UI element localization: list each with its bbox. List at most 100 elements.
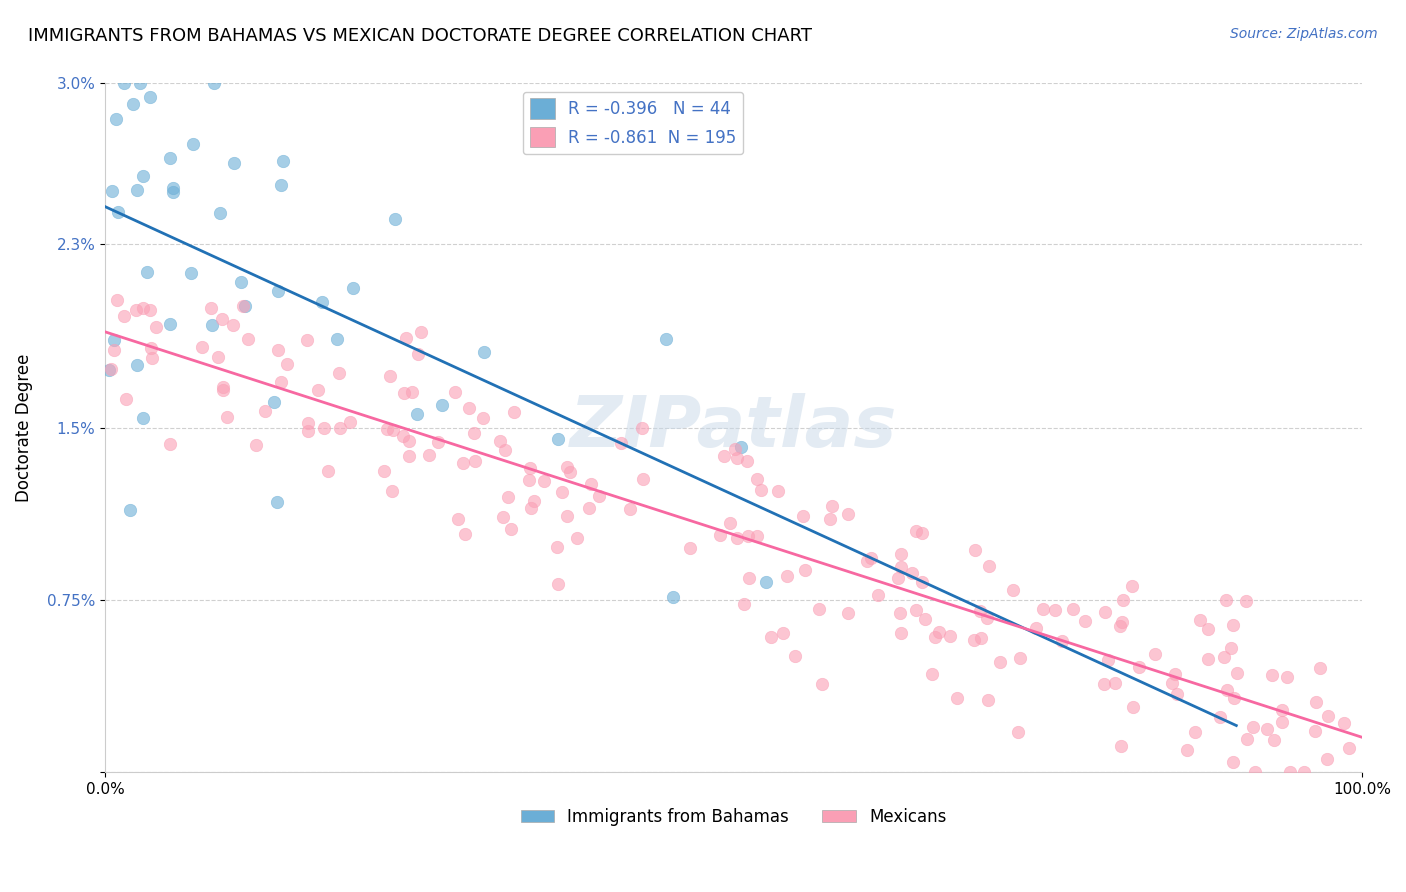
Point [1256, 722, 1278, 736]
Point [772, 625, 794, 640]
Point [112, 77, 135, 91]
Point [759, 630, 782, 644]
Point [118, 503, 141, 517]
Point [384, 211, 406, 226]
Point [1271, 703, 1294, 717]
Point [928, 624, 950, 639]
Point [458, 401, 481, 415]
Point [496, 491, 519, 505]
Point [1261, 668, 1284, 682]
Point [444, 385, 467, 400]
Point [868, 588, 890, 602]
Point [725, 451, 748, 466]
Point [519, 473, 541, 487]
Point [904, 524, 927, 539]
Point [263, 395, 285, 409]
Point [145, 320, 167, 334]
Point [924, 630, 946, 644]
Point [392, 429, 415, 443]
Point [890, 626, 912, 640]
Point [546, 541, 568, 555]
Point [1002, 582, 1025, 597]
Point [297, 425, 319, 439]
Point [124, 303, 146, 318]
Point [1220, 640, 1243, 655]
Point [661, 591, 683, 605]
Point [316, 464, 339, 478]
Point [1010, 651, 1032, 665]
Point [1222, 755, 1244, 769]
Point [520, 501, 543, 516]
Point [183, 137, 205, 152]
Point [1161, 675, 1184, 690]
Point [472, 411, 495, 425]
Point [1025, 621, 1047, 635]
Point [411, 325, 433, 339]
Point [890, 560, 912, 574]
Point [463, 425, 485, 440]
Point [837, 606, 859, 620]
Point [105, 293, 128, 307]
Point [1122, 700, 1144, 714]
Point [132, 411, 155, 425]
Point [375, 422, 398, 436]
Point [380, 483, 402, 498]
Point [1215, 593, 1237, 607]
Point [547, 577, 569, 591]
Point [945, 690, 967, 705]
Point [523, 494, 546, 508]
Point [159, 437, 181, 451]
Point [818, 512, 841, 526]
Point [911, 526, 934, 541]
Point [1244, 765, 1267, 780]
Point [555, 459, 578, 474]
Point [311, 294, 333, 309]
Point [115, 392, 138, 406]
Point [378, 369, 401, 384]
Point [1109, 619, 1132, 633]
Point [1052, 634, 1074, 648]
Point [1339, 740, 1361, 755]
Point [326, 332, 349, 346]
Point [267, 343, 290, 357]
Point [860, 551, 883, 566]
Point [125, 183, 148, 197]
Point [533, 474, 555, 488]
Point [342, 280, 364, 294]
Point [1164, 667, 1187, 681]
Point [1333, 716, 1355, 731]
Point [211, 312, 233, 326]
Point [578, 501, 600, 516]
Point [297, 416, 319, 430]
Point [253, 404, 276, 418]
Point [1007, 724, 1029, 739]
Point [221, 318, 243, 332]
Point [921, 667, 943, 681]
Point [1189, 613, 1212, 627]
Point [730, 440, 752, 454]
Point [211, 384, 233, 398]
Point [1112, 593, 1135, 607]
Point [418, 448, 440, 462]
Point [808, 602, 831, 616]
Point [792, 509, 814, 524]
Point [328, 420, 350, 434]
Point [588, 489, 610, 503]
Point [100, 184, 122, 198]
Y-axis label: Doctorate Degree: Doctorate Degree [15, 353, 32, 502]
Point [901, 566, 924, 580]
Point [709, 528, 731, 542]
Point [631, 472, 654, 486]
Point [565, 531, 588, 545]
Point [159, 151, 181, 165]
Point [266, 494, 288, 508]
Point [737, 529, 759, 543]
Text: Source: ZipAtlas.com: Source: ZipAtlas.com [1230, 27, 1378, 41]
Point [939, 629, 962, 643]
Text: IMMIGRANTS FROM BAHAMAS VS MEXICAN DOCTORATE DEGREE CORRELATION CHART: IMMIGRANTS FROM BAHAMAS VS MEXICAN DOCTO… [28, 27, 813, 45]
Point [988, 655, 1011, 669]
Point [201, 318, 224, 332]
Point [200, 301, 222, 316]
Point [103, 343, 125, 357]
Point [212, 380, 235, 394]
